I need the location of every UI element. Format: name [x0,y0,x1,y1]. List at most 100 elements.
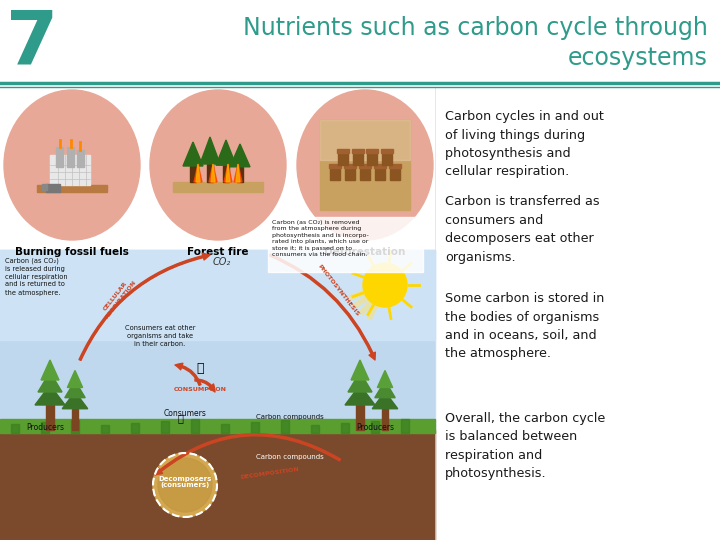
Bar [371,421,379,433]
Bar [41,422,49,433]
Polygon shape [62,392,88,409]
Bar [320,120,410,210]
Text: Carbon (as CO₂) is removed
from the atmosphere during
photosynthesis and is inco: Carbon (as CO₂) is removed from the atmo… [272,220,369,257]
Ellipse shape [150,90,286,240]
Polygon shape [41,360,59,380]
Bar [0,430,435,540]
Text: Decomposers
(consumers): Decomposers (consumers) [158,476,212,489]
Circle shape [363,263,407,307]
Polygon shape [196,164,200,182]
FancyArrowPatch shape [269,254,375,360]
FancyArrowPatch shape [155,434,341,475]
Bar [101,425,109,433]
Bar [375,168,385,180]
Polygon shape [211,164,215,182]
Bar [382,409,388,430]
Bar [366,149,378,153]
Text: Some carbon is stored in
the bodies of organisms
and in oceans, soil, and
the at: Some carbon is stored in the bodies of o… [445,292,604,361]
Polygon shape [230,144,250,167]
Bar [367,153,377,165]
Polygon shape [65,381,85,397]
Bar [11,424,19,433]
Bar [77,150,84,167]
Bar [341,423,349,433]
Bar [381,149,393,153]
Text: Forest fire: Forest fire [187,247,248,257]
Text: Carbon (as CO₂)
is released during
cellular respiration
and is returned to
the a: Carbon (as CO₂) is released during cellu… [5,257,68,295]
Bar [42,184,47,190]
Bar [191,419,199,433]
Text: Carbon compounds: Carbon compounds [256,414,324,420]
Bar [374,164,386,168]
Bar [389,164,401,168]
Ellipse shape [4,90,140,240]
Polygon shape [216,140,236,165]
Bar [382,153,392,165]
FancyArrowPatch shape [195,379,215,392]
Bar [56,147,63,167]
Bar [353,153,363,165]
Text: CONSUMPTION: CONSUMPTION [174,387,227,392]
Bar [67,147,74,167]
Bar [320,120,410,160]
Polygon shape [194,164,202,182]
Bar [329,164,341,168]
Polygon shape [183,142,203,166]
Bar [356,405,364,430]
Bar [237,167,243,182]
Bar [359,164,371,168]
Bar [268,217,423,272]
Text: Producers: Producers [356,423,394,432]
Text: Consumers eat other
organisms and take
in their carbon.: Consumers eat other organisms and take i… [125,325,195,347]
Text: Nutrients such as carbon cycle through
ecosystems: Nutrients such as carbon cycle through e… [243,16,708,70]
Bar [161,421,169,433]
Bar [337,149,349,153]
Bar [173,182,263,192]
Bar [0,87,435,250]
Bar [0,419,435,433]
Bar [46,405,54,430]
Polygon shape [377,370,392,388]
Text: 🐦: 🐦 [197,361,204,375]
Polygon shape [375,381,395,397]
Circle shape [153,453,217,517]
Text: Consumers: Consumers [163,409,207,418]
Circle shape [158,458,212,512]
Polygon shape [351,360,369,380]
Bar [221,424,229,433]
Text: 🐇: 🐇 [177,413,183,423]
Bar [46,184,60,192]
Polygon shape [345,385,375,405]
Bar [71,420,79,433]
Bar [401,419,409,433]
Polygon shape [372,392,397,409]
Bar [207,164,213,182]
Ellipse shape [297,90,433,240]
Bar [360,168,370,180]
Bar [352,149,364,153]
Bar [50,155,90,185]
Polygon shape [236,164,240,182]
Bar [0,0,720,85]
Bar [0,250,435,430]
Text: Carbon cycles in and out
of living things during
photosynthesis and
cellular res: Carbon cycles in and out of living thing… [445,110,604,179]
Bar [345,168,355,180]
Text: PHOTOSYNTHESIS: PHOTOSYNTHESIS [316,263,360,317]
Polygon shape [38,372,62,392]
Text: Carbon compounds: Carbon compounds [256,454,324,460]
Text: DECOMPOSITION: DECOMPOSITION [240,467,300,480]
Polygon shape [226,164,230,182]
FancyArrowPatch shape [79,253,210,360]
Polygon shape [224,164,232,182]
Bar [223,165,229,182]
Bar [311,425,319,433]
Bar [37,185,107,192]
Polygon shape [348,372,372,392]
Bar [71,409,78,430]
Text: Carbon is transferred as
consumers and
decomposers eat other
organisms.: Carbon is transferred as consumers and d… [445,195,600,264]
Bar [281,420,289,433]
Text: CO₂: CO₂ [213,257,231,267]
Text: Deforestation: Deforestation [324,247,405,257]
Polygon shape [200,137,220,164]
Bar [435,87,720,540]
